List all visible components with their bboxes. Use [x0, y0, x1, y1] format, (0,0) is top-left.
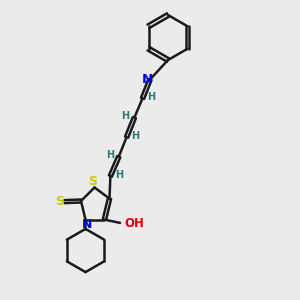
Text: N: N — [82, 218, 92, 231]
Text: H: H — [115, 169, 124, 180]
Text: OH: OH — [124, 217, 144, 230]
Text: H: H — [131, 130, 140, 141]
Text: S: S — [88, 175, 98, 188]
Text: S: S — [56, 195, 64, 208]
Text: N: N — [141, 73, 153, 86]
Text: H: H — [121, 111, 130, 121]
Text: H: H — [147, 92, 156, 102]
Text: H: H — [106, 150, 114, 160]
